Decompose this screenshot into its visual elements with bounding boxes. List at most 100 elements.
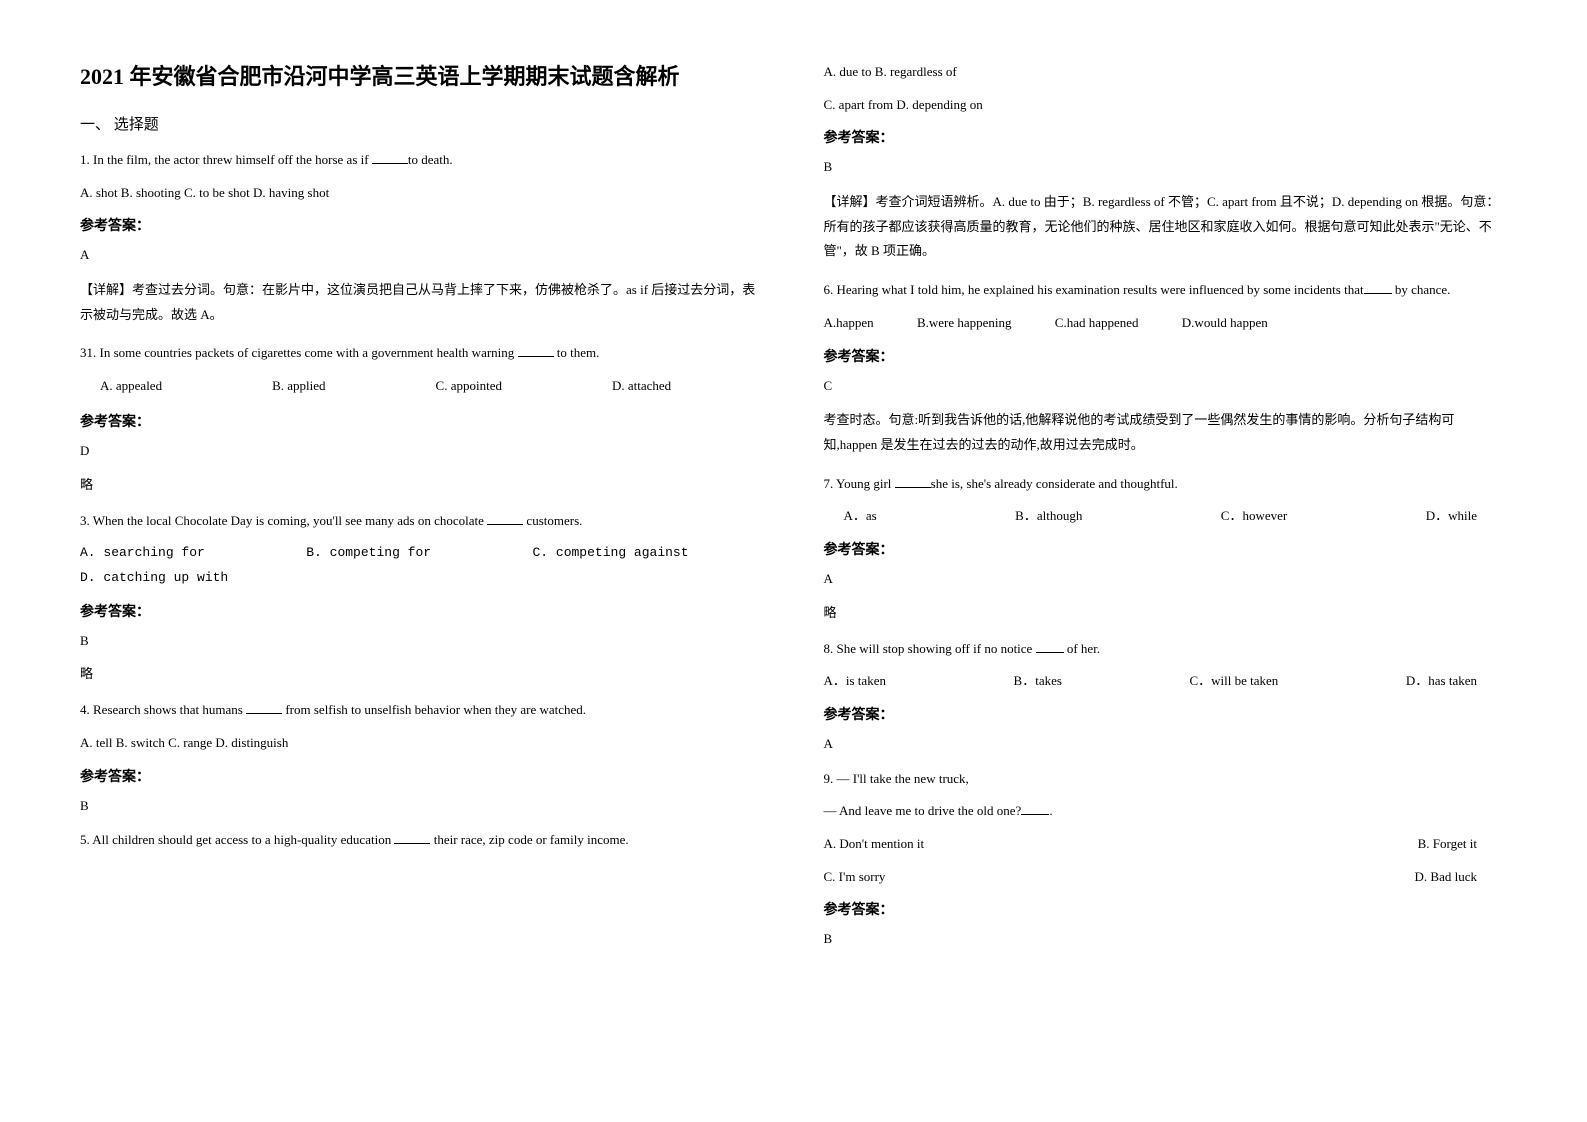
q3-opt-c: C. competing against bbox=[533, 545, 689, 560]
answer-label: 参考答案： bbox=[824, 127, 1508, 147]
q5-text-a: 5. All children should get access to a h… bbox=[80, 832, 394, 847]
q6-text-a: 6. Hearing what I told him, he explained… bbox=[824, 282, 1364, 297]
q9-opt-b: B. Forget it bbox=[1418, 832, 1477, 857]
q7-opt-c: C．however bbox=[1221, 504, 1287, 529]
answer-label: 参考答案： bbox=[80, 215, 764, 235]
blank bbox=[394, 833, 430, 845]
blank bbox=[1364, 282, 1392, 294]
q9-line2: — And leave me to drive the old one?. bbox=[824, 799, 1508, 824]
blank bbox=[487, 513, 523, 525]
blank bbox=[1036, 641, 1064, 653]
q2-opt-c: C. appointed bbox=[436, 374, 502, 399]
q3-text-b: customers. bbox=[523, 513, 582, 528]
q3-opt-d: D. catching up with bbox=[80, 570, 228, 585]
q7-opt-b: B．although bbox=[1015, 504, 1082, 529]
q5-answer: B bbox=[824, 155, 1508, 180]
q3-opt-b: B. competing for bbox=[306, 545, 431, 560]
q9-options-row2: C. I'm sorry D. Bad luck bbox=[824, 865, 1508, 890]
right-column: A. due to B. regardless of C. apart from… bbox=[824, 60, 1508, 1082]
q5-options-l2: C. apart from D. depending on bbox=[824, 93, 1508, 118]
q1-options: A. shot B. shooting C. to be shot D. hav… bbox=[80, 181, 764, 206]
q4-text-b: from selfish to unselfish behavior when … bbox=[282, 702, 586, 717]
q8-answer: A bbox=[824, 732, 1508, 757]
q6-text-b: by chance. bbox=[1395, 282, 1451, 297]
q9-l2a: — And leave me to drive the old one? bbox=[824, 803, 1022, 818]
q9-line1: 9. — I'll take the new truck, bbox=[824, 767, 1508, 792]
q3-options: A. searching for B. competing for C. com… bbox=[80, 541, 764, 590]
answer-label: 参考答案： bbox=[824, 539, 1508, 559]
blank bbox=[246, 703, 282, 715]
q9-answer: B bbox=[824, 927, 1508, 952]
q9-opt-c: C. I'm sorry bbox=[824, 865, 886, 890]
q1-text-a: 1. In the film, the actor threw himself … bbox=[80, 152, 372, 167]
q5-stem: 5. All children should get access to a h… bbox=[80, 828, 764, 853]
q8-opt-a: A．is taken bbox=[824, 669, 886, 694]
section-heading: 一、 选择题 bbox=[80, 113, 764, 134]
q5-explain: 【详解】考查介词短语辨析。A. due to 由于；B. regardless … bbox=[824, 190, 1508, 264]
left-column: 2021 年安徽省合肥市沿河中学高三英语上学期期末试题含解析 一、 选择题 1.… bbox=[80, 60, 764, 1082]
q4-options: A. tell B. switch C. range D. distinguis… bbox=[80, 731, 764, 756]
q8-text-b: of her. bbox=[1064, 641, 1100, 656]
q7-text-b: she is, she's already considerate and th… bbox=[931, 476, 1178, 491]
q3-lue: 略 bbox=[80, 663, 764, 682]
blank bbox=[372, 152, 408, 164]
q2-options: A. appealed B. applied C. appointed D. a… bbox=[80, 374, 764, 399]
q8-opt-b: B．takes bbox=[1014, 669, 1062, 694]
blank bbox=[1021, 804, 1049, 816]
q3-stem: 3. When the local Chocolate Day is comin… bbox=[80, 509, 764, 534]
q7-lue: 略 bbox=[824, 602, 1508, 621]
q8-stem: 8. She will stop showing off if no notic… bbox=[824, 637, 1508, 662]
q9-opt-a: A. Don't mention it bbox=[824, 832, 925, 857]
q8-text-a: 8. She will stop showing off if no notic… bbox=[824, 641, 1036, 656]
q2-answer: D bbox=[80, 439, 764, 464]
answer-label: 参考答案： bbox=[824, 346, 1508, 366]
answer-label: 参考答案： bbox=[824, 704, 1508, 724]
q6-answer: C bbox=[824, 374, 1508, 399]
q7-stem: 7. Young girl she is, she's already cons… bbox=[824, 472, 1508, 497]
q6-options: A.happen B.were happening C.had happened… bbox=[824, 311, 1508, 336]
q8-options: A．is taken B．takes C．will be taken D．has… bbox=[824, 669, 1508, 694]
blank bbox=[895, 476, 931, 488]
q5-options-l1: A. due to B. regardless of bbox=[824, 60, 1508, 85]
q2-text-b: to them. bbox=[554, 345, 600, 360]
q7-opt-d: D．while bbox=[1426, 504, 1477, 529]
answer-label: 参考答案： bbox=[824, 899, 1508, 919]
q1-answer: A bbox=[80, 243, 764, 268]
q6-opt-a: A.happen bbox=[824, 311, 874, 336]
q4-stem: 4. Research shows that humans from selfi… bbox=[80, 698, 764, 723]
q6-opt-d: D.would happen bbox=[1182, 311, 1268, 336]
doc-title: 2021 年安徽省合肥市沿河中学高三英语上学期期末试题含解析 bbox=[80, 60, 764, 93]
q7-options: A．as B．although C．however D．while bbox=[824, 504, 1508, 529]
q6-opt-b: B.were happening bbox=[917, 311, 1012, 336]
q6-stem: 6. Hearing what I told him, he explained… bbox=[824, 278, 1508, 303]
q7-answer: A bbox=[824, 567, 1508, 592]
q7-opt-a: A．as bbox=[844, 504, 877, 529]
q9-l2b: . bbox=[1049, 803, 1052, 818]
q4-text-a: 4. Research shows that humans bbox=[80, 702, 246, 717]
q2-lue: 略 bbox=[80, 474, 764, 493]
q9-options-row1: A. Don't mention it B. Forget it bbox=[824, 832, 1508, 857]
answer-label: 参考答案： bbox=[80, 601, 764, 621]
q2-opt-a: A. appealed bbox=[100, 374, 162, 399]
q6-opt-c: C.had happened bbox=[1055, 311, 1139, 336]
q5-text-b: their race, zip code or family income. bbox=[430, 832, 628, 847]
q8-opt-c: C．will be taken bbox=[1189, 669, 1278, 694]
q2-opt-d: D. attached bbox=[612, 374, 671, 399]
q6-explain: 考查时态。句意:听到我告诉他的话,他解释说他的考试成绩受到了一些偶然发生的事情的… bbox=[824, 408, 1508, 457]
q3-opt-a: A. searching for bbox=[80, 545, 205, 560]
q3-answer: B bbox=[80, 629, 764, 654]
q1-explain: 【详解】考查过去分词。句意：在影片中，这位演员把自己从马背上摔了下来，仿佛被枪杀… bbox=[80, 278, 764, 327]
q1-stem: 1. In the film, the actor threw himself … bbox=[80, 148, 764, 173]
blank bbox=[518, 346, 554, 358]
q4-answer: B bbox=[80, 794, 764, 819]
q2-opt-b: B. applied bbox=[272, 374, 325, 399]
q7-text-a: 7. Young girl bbox=[824, 476, 895, 491]
q9-opt-d: D. Bad luck bbox=[1415, 865, 1477, 890]
answer-label: 参考答案： bbox=[80, 766, 764, 786]
q2-text-a: 31. In some countries packets of cigaret… bbox=[80, 345, 518, 360]
q2-stem: 31. In some countries packets of cigaret… bbox=[80, 341, 764, 366]
q1-text-b: to death. bbox=[408, 152, 453, 167]
q3-text-a: 3. When the local Chocolate Day is comin… bbox=[80, 513, 487, 528]
answer-label: 参考答案： bbox=[80, 411, 764, 431]
q8-opt-d: D．has taken bbox=[1406, 669, 1477, 694]
